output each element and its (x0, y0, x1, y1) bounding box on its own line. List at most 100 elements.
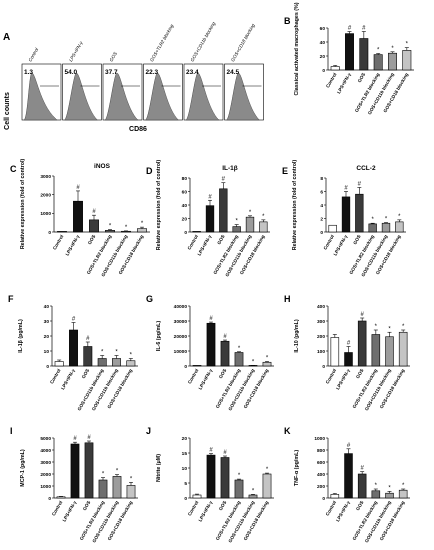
y-tick-label: 0 (46, 364, 49, 370)
bar (357, 320, 367, 367)
bar (398, 331, 408, 367)
panel-a: A Cell counts CD86 Control 1.3 LPS+IFN-γ 54.0 G… (3, 21, 264, 133)
bar (385, 336, 394, 367)
gate-percentage: 54.0 (65, 69, 78, 76)
bar (84, 442, 94, 499)
bar (70, 443, 80, 499)
significance-mark: * (377, 48, 380, 54)
histogram-curve (64, 72, 98, 121)
significance-mark: * (130, 353, 133, 359)
histogram-curve (23, 72, 58, 121)
x-tick-label: LPS+IFN-γ (335, 500, 351, 523)
x-tick-label: Control (323, 234, 336, 251)
bar (259, 221, 268, 233)
bar (220, 457, 230, 499)
bar (56, 496, 66, 499)
x-tick-label: GOS (87, 234, 96, 245)
significance-mark: * (109, 224, 112, 230)
x-tick-label: Control (187, 234, 200, 251)
gate-percentage: 23.4 (186, 69, 199, 76)
bar (373, 54, 383, 71)
chart-panel-g: G IL-6 (pg/mL) 0 10000 20000 30000 40000 Contro… (146, 294, 274, 412)
bar (206, 322, 216, 367)
chart-panel-b: B Classical activated macrophages (%) 0 20 4… (284, 2, 414, 116)
y-tick-label: 10000 (174, 349, 188, 355)
panel-letter: I (10, 426, 13, 436)
bar (262, 361, 272, 367)
bar (359, 38, 369, 71)
x-tick-label: Control (187, 368, 200, 385)
histogram-curve (185, 72, 220, 121)
y-tick-label: 400 (317, 304, 325, 310)
significance-mark: # (358, 181, 362, 187)
group-label: Control (28, 46, 40, 62)
x-axis-label: CD86 (129, 126, 147, 133)
y-tick-label: 30 (44, 319, 50, 325)
bar (83, 346, 93, 367)
significance-mark: * (398, 214, 401, 220)
significance-mark: * (238, 473, 241, 479)
x-tick-label: LPS+IFN-γ (197, 368, 213, 391)
significance-mark: # (208, 194, 212, 200)
bar (248, 494, 258, 499)
bar (262, 473, 272, 499)
y-tick-label: 20 (182, 216, 188, 222)
gate-percentage: 37.7 (105, 69, 118, 76)
chart-panel-d: D IL-1β Relative expression (fold of contr… (146, 160, 270, 278)
significance-mark: # (209, 448, 213, 454)
bar (54, 361, 64, 367)
significance-mark: * (141, 221, 144, 227)
y-tick-label: 2000 (40, 472, 51, 478)
gate-percentage: 24.5 (227, 69, 240, 76)
x-tick-label: GOS+CD11b blocking (227, 368, 255, 412)
bar (126, 485, 136, 499)
significance-mark: # (344, 186, 348, 192)
significance-mark: # (362, 26, 366, 32)
significance-mark: * (371, 217, 374, 223)
bar (355, 193, 364, 233)
y-axis-label: MCP-1 (pg/mL) (20, 449, 26, 487)
x-tick-label: Control (52, 234, 65, 251)
significance-mark: * (375, 483, 378, 489)
bar (219, 188, 228, 233)
y-tick-label: 1000 (40, 211, 51, 217)
significance-mark: # (73, 436, 77, 442)
histogram-curve (145, 72, 179, 121)
y-tick-label: 20000 (174, 334, 188, 340)
x-tick-label: LPS+IFN-γ (197, 500, 213, 523)
y-tick-label: 60 (182, 189, 188, 195)
significance-mark: # (223, 334, 227, 340)
bar (368, 223, 377, 233)
significance-mark: # (360, 466, 364, 472)
bar (388, 52, 397, 71)
x-tick-label: Control (51, 500, 64, 517)
y-tick-label: 0 (322, 364, 325, 370)
y-tick-label: 0 (320, 230, 323, 236)
x-tick-label: GOS (355, 368, 364, 379)
bar (328, 224, 337, 233)
bar (137, 228, 147, 233)
chart-title: iNOS (94, 163, 111, 170)
bar (344, 352, 353, 367)
significance-mark: # (92, 209, 96, 215)
histogram-curve (104, 72, 139, 121)
y-tick-label: 200 (317, 484, 325, 490)
x-tick-label: LPS+IFN-γ (196, 234, 212, 257)
x-tick-label: GOS (216, 234, 225, 245)
y-axis-label: Nitrite (μM) (156, 454, 162, 482)
bar (192, 231, 201, 233)
y-tick-label: 30000 (174, 319, 188, 325)
bar (232, 226, 241, 233)
y-tick-label: 40 (320, 40, 326, 46)
x-tick-label: GOS (218, 368, 227, 379)
bar (192, 365, 202, 367)
y-tick-label: 0 (184, 496, 187, 502)
y-tick-label: 80 (182, 176, 188, 182)
group-label: GOS+CD11b blocking (190, 21, 217, 63)
y-tick-label: 40 (182, 203, 188, 209)
significance-mark: # (347, 341, 351, 347)
y-tick-label: 2000 (40, 192, 51, 198)
bar (398, 489, 408, 499)
bar (112, 476, 122, 499)
bar (234, 352, 244, 367)
